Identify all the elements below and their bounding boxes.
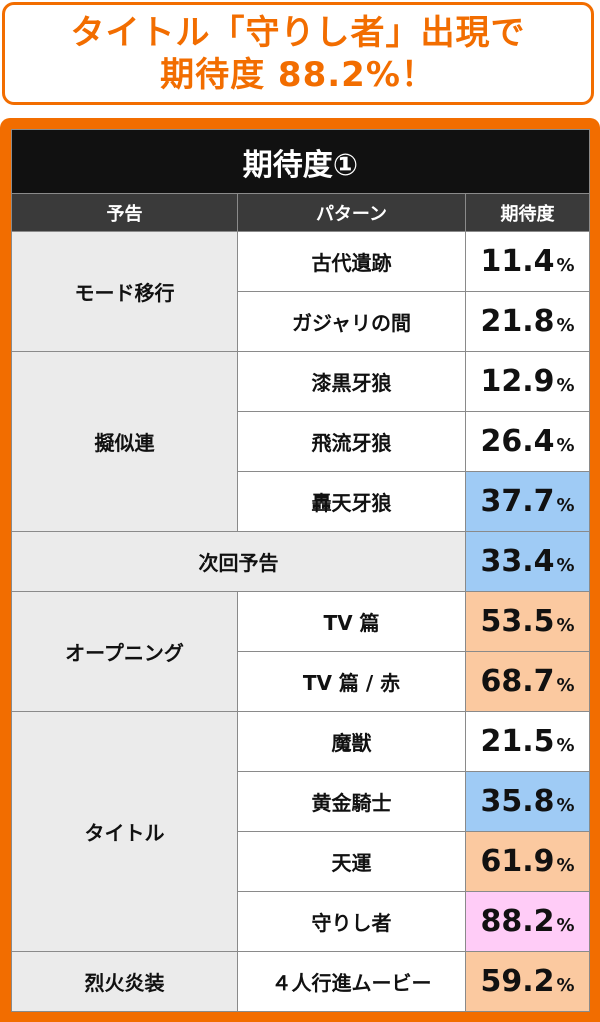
table-row: 黄金騎士 35.8% [12,771,591,832]
expectation-cell: 35.8% [464,771,591,832]
expectation-value: 21.5 [480,724,555,759]
notice-category: オープニング [11,591,238,712]
percent-unit: % [556,975,575,996]
expectation-table: 期待度① 予告 パターン 期待度 モード移行 古代遺跡 11.4% ガジャリの間 21.… [10,129,591,1012]
headline-box: タイトル「守りし者」出現で 期待度 88.2%！ [2,2,594,105]
pattern-cell: 轟天牙狼 [237,471,466,532]
notice-category: 烈火炎装 [11,951,238,1012]
expectation-cell: 68.7% [464,651,591,712]
pattern-cell: TV 篇 [237,591,466,652]
header-pattern: パターン [237,193,466,232]
pattern-cell: 黄金騎士 [237,771,466,832]
notice-category: 次回予告 [11,531,466,592]
expectation-cell: 53.5% [464,591,591,652]
expectation-value: 37.7 [480,484,555,519]
table-title: 期待度① [10,129,591,194]
pattern-cell: TV 篇 / 赤 [237,651,466,712]
pattern-cell: ガジャリの間 [237,291,466,352]
pattern-cell: 飛流牙狼 [237,411,466,472]
percent-unit: % [556,795,575,816]
table-row: オープニング TV 篇 53.5% [11,591,591,712]
expectation-cell: 26.4% [464,411,591,472]
percent-unit: % [556,375,575,396]
expectation-value: 33.4 [480,544,555,579]
percent-unit: % [556,675,575,696]
expectation-value: 53.5 [480,604,555,639]
percent-unit: % [556,555,575,576]
expectation-value: 68.7 [480,664,555,699]
expectation-cell: 61.9% [464,831,591,892]
pattern-cell: 古代遺跡 [237,231,466,292]
table-row: 飛流牙狼 26.4% [12,411,591,472]
pattern-cell: 漆黒牙狼 [237,351,466,412]
header-notice: 予告 [11,193,238,232]
table-row: 天運 61.9% [12,831,591,892]
table-row: タイトル 魔獣 21.5% [11,711,591,952]
expectation-cell: 11.4% [464,231,591,292]
expectation-value: 88.2 [480,904,555,939]
table-row: TV 篇 / 赤 68.7% [12,651,591,712]
percent-unit: % [556,915,575,936]
headline-line-2: 期待度 88.2%！ [160,54,436,95]
percent-unit: % [556,495,575,516]
percent-unit: % [556,855,575,876]
expectation-value: 21.8 [480,304,555,339]
expectation-value: 61.9 [480,844,555,879]
expectation-cell: 12.9% [464,351,591,412]
table-row: 擬似連 漆黒牙狼 12.9% [11,351,591,532]
expectation-cell: 59.2% [464,951,591,1012]
expectation-cell: 88.2% [464,891,591,952]
pattern-cell: 天運 [237,831,466,892]
headline-line-1: タイトル「守りし者」出現で [70,12,526,53]
pattern-cell: ４人行進ムービー [237,951,466,1012]
notice-category: タイトル [11,711,238,952]
expectation-value: 35.8 [480,784,555,819]
expectation-value: 59.2 [480,964,555,999]
header-expectation: 期待度 [464,193,591,232]
expectation-cell: 37.7% [464,471,591,532]
expectation-cell: 33.4% [464,531,591,592]
notice-category: 擬似連 [11,351,238,532]
notice-category: モード移行 [11,231,238,352]
table-row: モード移行 古代遺跡 11.4% [11,231,591,352]
table-row: 次回予告 33.4% [11,531,591,592]
pattern-cell: 魔獣 [237,711,466,772]
percent-unit: % [556,735,575,756]
table-body: モード移行 古代遺跡 11.4% ガジャリの間 21.8% 擬似連 漆黒牙狼 12.9% 飛流牙… [11,231,591,1012]
percent-unit: % [556,615,575,636]
table-row: ガジャリの間 21.8% [12,291,591,352]
expectation-cell: 21.8% [464,291,591,352]
table-row: 轟天牙狼 37.7% [12,471,591,532]
percent-unit: % [556,435,575,456]
percent-unit: % [556,315,575,336]
expectation-value: 26.4 [480,424,555,459]
pattern-cell: 守りし者 [237,891,466,952]
percent-unit: % [556,255,575,276]
expectation-value: 11.4 [480,244,555,279]
expectation-cell: 21.5% [464,711,591,772]
expectation-value: 12.9 [480,364,555,399]
table-row: 烈火炎装 ４人行進ムービー 59.2% [11,951,591,1012]
